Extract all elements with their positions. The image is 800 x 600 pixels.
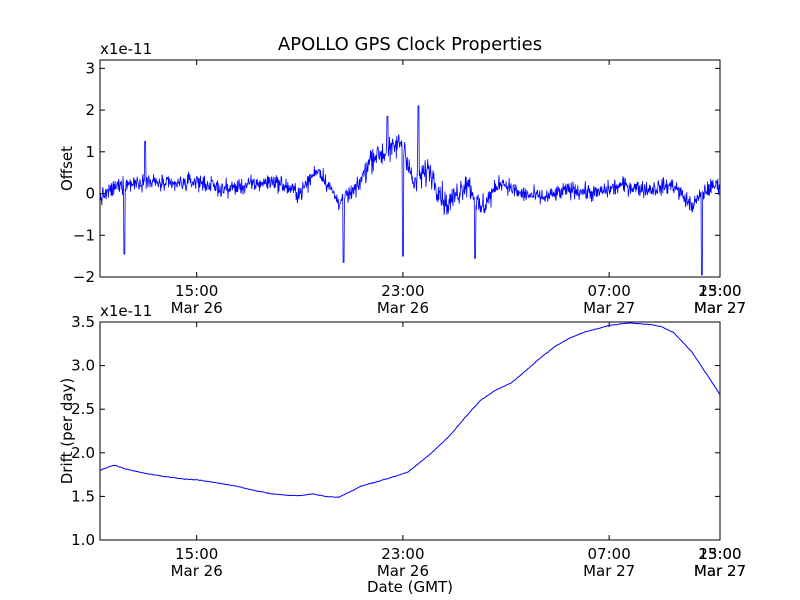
- x-tick-time-label: 15:00: [698, 282, 741, 300]
- x-tick-time-label: 07:00: [588, 545, 631, 563]
- y-tick-label: 0: [85, 185, 95, 203]
- drift-series-line: [99, 322, 721, 499]
- drift-y-axis-label: Drift (per day): [58, 378, 76, 485]
- offset-y-multiplier: x1e-11: [100, 40, 152, 58]
- x-tick-date-label: Mar 27: [694, 562, 746, 580]
- y-tick-label: 2.0: [71, 444, 95, 462]
- x-tick-date-label: Mar 27: [694, 299, 746, 317]
- y-tick-label: 1: [85, 143, 95, 161]
- offset-series-line: [99, 105, 721, 276]
- x-tick-time-label: 23:00: [698, 282, 741, 300]
- x-tick-date-label: Mar 26: [377, 299, 429, 317]
- x-tick-time-label: 23:00: [698, 545, 741, 563]
- x-tick-time-label: 15:00: [175, 545, 218, 563]
- y-tick-label: 1.5: [71, 487, 95, 505]
- y-tick-label: 3: [85, 59, 95, 77]
- x-tick-date-label: Mar 27: [694, 562, 746, 580]
- y-tick-label: 1.0: [71, 531, 95, 549]
- x-tick-date-label: Mar 27: [583, 562, 635, 580]
- figure-title: APOLLO GPS Clock Properties: [278, 34, 542, 55]
- y-tick-label: 3.5: [71, 313, 95, 331]
- offset-plot-frame: [99, 59, 721, 278]
- drift-plot-frame: [99, 321, 721, 541]
- x-tick-date-label: Mar 27: [583, 299, 635, 317]
- x-tick-date-label: Mar 26: [171, 562, 223, 580]
- x-tick-date-label: Mar 26: [377, 562, 429, 580]
- x-tick-time-label: 23:00: [381, 282, 424, 300]
- x-tick-date-label: Mar 26: [171, 299, 223, 317]
- x-tick-time-label: 23:00: [381, 545, 424, 563]
- x-tick-time-label: 07:00: [588, 282, 631, 300]
- drift-y-multiplier: x1e-11: [100, 302, 152, 320]
- x-tick-time-label: 15:00: [698, 545, 741, 563]
- offset-y-axis-label: Offset: [58, 146, 76, 191]
- y-tick-label: 3.0: [71, 357, 95, 375]
- offset-y-ticks: 3 2 1 0 −1 −2: [73, 59, 720, 286]
- y-tick-label: 2.5: [71, 400, 95, 418]
- drift-y-ticks: 3.5 3.0 2.5 2.0 1.5 1.0: [71, 313, 720, 549]
- x-tick-time-label: 15:00: [175, 282, 218, 300]
- drift-x-axis-label: Date (GMT): [367, 578, 453, 596]
- x-tick-date-label: Mar 27: [694, 299, 746, 317]
- y-tick-label: −1: [73, 226, 95, 244]
- y-tick-label: −2: [73, 268, 95, 286]
- y-tick-label: 2: [85, 101, 95, 119]
